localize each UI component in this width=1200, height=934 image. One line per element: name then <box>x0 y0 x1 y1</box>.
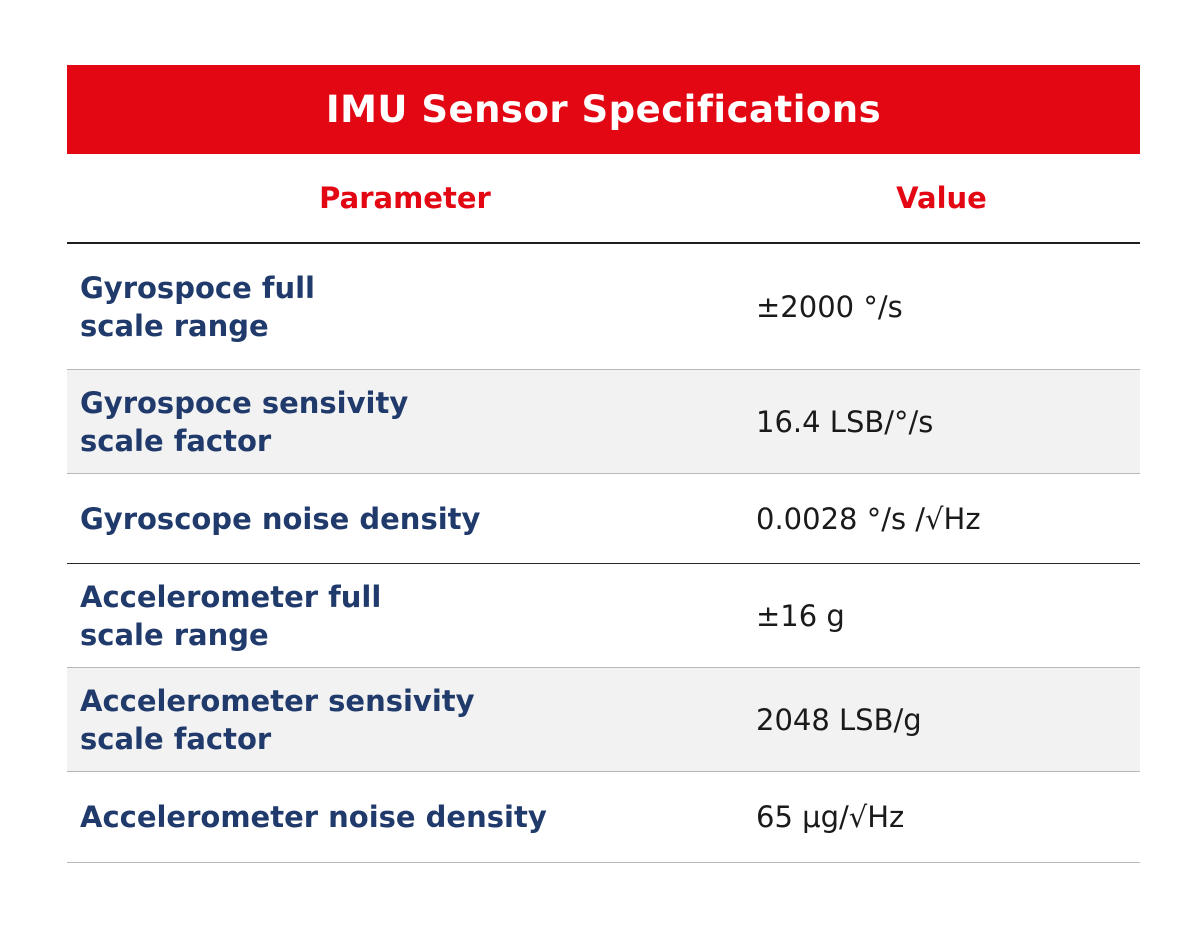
parameter-line: scale factor <box>80 423 272 458</box>
value-cell: ±16 g <box>756 598 845 633</box>
table-row: Accelerometer full scale range ±16 g <box>67 564 1140 668</box>
parameter-line: scale range <box>80 617 269 652</box>
table-row: Accelerometer sensivity scale factor 204… <box>67 668 1140 772</box>
parameter-cell: Accelerometer noise density <box>67 798 743 836</box>
parameter-line: Gyrospoce full <box>80 270 315 305</box>
value-cell: 2048 LSB/g <box>756 702 922 737</box>
parameter-cell: Gyrospoce sensivity scale factor <box>67 384 743 460</box>
column-header-value: Value <box>896 181 987 215</box>
parameter-line: Accelerometer noise density <box>80 800 547 834</box>
table-row: Gyrospoce full scale range ±2000 °/s <box>67 244 1140 370</box>
parameter-cell: Gyroscope noise density <box>67 500 743 538</box>
parameter-cell: Gyrospoce full scale range <box>67 269 743 345</box>
title-bar: IMU Sensor Specifications <box>67 65 1140 154</box>
table-row: Accelerometer noise density 65 μg/√Hz <box>67 772 1140 863</box>
table-row: Gyroscope noise density 0.0028 °/s /√Hz <box>67 474 1140 564</box>
parameter-line: scale factor <box>80 721 272 756</box>
parameter-line: scale range <box>80 308 269 343</box>
value-cell: 0.0028 °/s /√Hz <box>756 501 981 536</box>
table-row: Gyrospoce sensivity scale factor 16.4 LS… <box>67 370 1140 474</box>
parameter-line: Gyroscope noise density <box>80 501 481 536</box>
parameter-cell: Accelerometer full scale range <box>67 578 743 654</box>
parameter-line: Gyrospoce sensivity <box>80 385 409 420</box>
table-title: IMU Sensor Specifications <box>325 88 882 131</box>
spec-table: IMU Sensor Specifications Parameter Valu… <box>67 65 1140 863</box>
value-cell: 16.4 LSB/°/s <box>756 404 934 439</box>
header-row: Parameter Value <box>67 154 1140 244</box>
parameter-line: Accelerometer full <box>80 579 382 614</box>
parameter-line: Accelerometer sensivity <box>80 683 475 718</box>
value-cell: 65 μg/√Hz <box>756 800 905 834</box>
column-header-parameter: Parameter <box>319 181 491 215</box>
value-cell: ±2000 °/s <box>756 289 903 324</box>
parameter-cell: Accelerometer sensivity scale factor <box>67 682 743 758</box>
